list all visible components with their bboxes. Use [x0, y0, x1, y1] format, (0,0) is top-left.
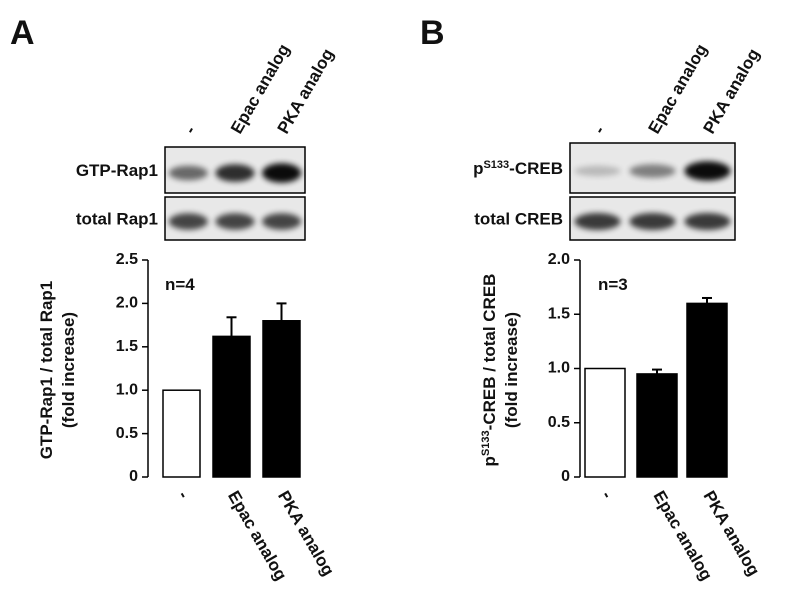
blot-band [262, 163, 302, 183]
y-tick-label: 1.0 [548, 360, 570, 377]
blot-row-label: pS133-CREB [473, 159, 563, 178]
blot-column-label: PKA analog [700, 45, 764, 137]
bar [686, 302, 728, 478]
bar [584, 367, 626, 478]
y-tick-label: 2.5 [116, 251, 138, 268]
blot-band [629, 164, 676, 178]
blot-band [215, 213, 255, 230]
blot-column-label: - [590, 123, 609, 137]
text-part: p [473, 159, 483, 178]
panel-letter: B [420, 14, 445, 52]
blot-band [629, 213, 676, 230]
y-tick-label: 1.5 [548, 305, 570, 322]
y-axis-label: GTP-Rap1 / total Rap1 [37, 281, 56, 460]
blot-band [684, 213, 731, 230]
y-tick-label: 1.0 [116, 381, 138, 398]
bar [212, 335, 251, 478]
y-tick-label: 0 [129, 468, 138, 485]
blot-band [262, 213, 302, 230]
y-tick-label: 2.0 [116, 295, 138, 312]
text-part: total Rap1 [76, 210, 158, 229]
y-tick-label: 0 [561, 468, 570, 485]
y-axis-label: pS133-CREB / total CREB [480, 274, 499, 467]
blot-band [168, 165, 208, 181]
bar [636, 373, 678, 478]
annotation: n=3 [598, 275, 628, 294]
y-tick-label: 2.0 [548, 251, 570, 268]
blot-row-label: total Rap1 [76, 210, 158, 229]
blot-row-label: GTP-Rap1 [76, 161, 158, 180]
blot-band [574, 165, 621, 177]
bar [162, 389, 201, 478]
blot-row-label: total CREB [474, 210, 563, 229]
blot-band [168, 213, 208, 230]
annotation: n=4 [165, 275, 195, 294]
bar [262, 320, 301, 478]
x-tick-label: - [598, 488, 617, 502]
blot-band [574, 213, 621, 230]
text-part: (fold increase) [59, 312, 78, 428]
blot-column-label: - [180, 123, 199, 137]
blot-band [215, 164, 255, 182]
y-axis-label: (fold increase) [59, 312, 78, 428]
text-part: total CREB [474, 210, 563, 229]
text-part: -CREB [509, 159, 563, 178]
x-tick-label: - [174, 488, 193, 502]
blot-band [684, 161, 731, 181]
panel-letter: A [10, 14, 35, 52]
y-tick-label: 1.5 [116, 338, 138, 355]
superscript: S133 [483, 159, 509, 171]
text-part: GTP-Rap1 [76, 161, 158, 180]
blot-column-label: Epac analog [645, 41, 712, 137]
superscript: S133 [480, 430, 492, 456]
text-part: GTP-Rap1 / total Rap1 [37, 281, 56, 460]
text-part: -CREB / total CREB [480, 274, 499, 431]
y-axis-label: (fold increase) [502, 312, 521, 428]
text-part: p [480, 456, 499, 466]
y-tick-label: 0.5 [548, 414, 570, 431]
y-tick-label: 0.5 [116, 425, 138, 442]
text-part: (fold increase) [502, 312, 521, 428]
